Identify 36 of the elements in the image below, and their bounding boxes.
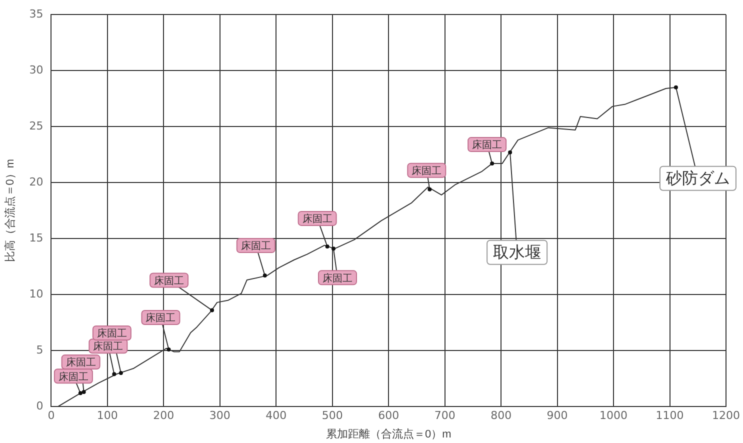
y-tick-label: 0	[36, 399, 44, 412]
annotation: 床固工	[58, 370, 88, 383]
x-tick-label: 1000	[600, 409, 628, 422]
x-tick-label: 500	[322, 409, 343, 422]
annotation: 床固工	[322, 272, 352, 284]
annotation: 床固工	[472, 139, 502, 152]
x-tick-label: 900	[546, 409, 568, 422]
x-tick-label: 100	[96, 409, 118, 422]
x-tick-label: 0	[48, 409, 55, 422]
y-tick-label: 35	[29, 7, 44, 20]
annotation: 床固工	[240, 240, 271, 252]
y-tick-label: 25	[29, 119, 44, 132]
x-tick-label: 600	[378, 409, 400, 422]
annotation: 床固工	[66, 356, 96, 369]
y-tick-label: 20	[29, 175, 44, 188]
annotation: 床固工	[154, 274, 184, 287]
x-tick-label: 1100	[656, 409, 684, 422]
annotation: 床固工	[96, 328, 127, 340]
x-tick-label: 1200	[712, 409, 740, 422]
annotation: 砂防ダム	[664, 168, 730, 188]
x-tick-label: 300	[209, 409, 230, 422]
annotation: 床固工	[412, 164, 442, 177]
x-tick-label: 400	[266, 409, 287, 422]
annotation: 取水堰	[493, 242, 542, 262]
y-tick-label: 30	[29, 63, 44, 76]
x-tick-label: 200	[153, 409, 174, 422]
y-tick-label: 10	[29, 287, 44, 300]
y-axis-title: 比高（合流点＝0）m	[4, 158, 17, 262]
annotation: 床固工	[302, 213, 332, 226]
x-axis-title: 累加距離（合流点＝0）m	[326, 427, 452, 440]
y-tick-label: 15	[29, 231, 44, 244]
annotation: 床固工	[146, 312, 176, 324]
x-tick-label: 800	[490, 409, 512, 422]
y-tick-label: 5	[36, 343, 44, 356]
x-tick-label: 700	[434, 409, 456, 422]
annotation: 床固工	[93, 340, 124, 353]
